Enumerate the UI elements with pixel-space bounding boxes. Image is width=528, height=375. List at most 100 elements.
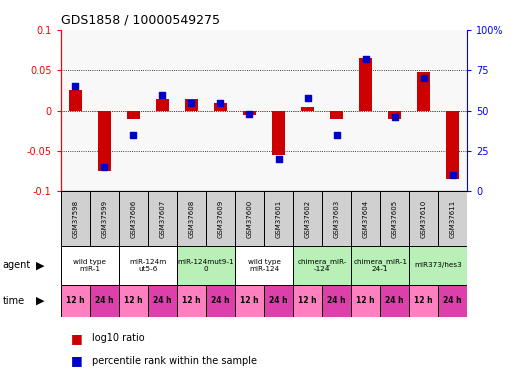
Point (449, 172, 457, 178)
Bar (119, 246, 177, 285)
Bar (235, 285, 264, 317)
Bar (61, 285, 90, 317)
Point (303, 95, 312, 101)
Bar (177, 191, 206, 246)
Text: GSM37611: GSM37611 (450, 200, 456, 238)
Point (129, 132, 137, 138)
Bar (380, 191, 409, 246)
Text: GSM37604: GSM37604 (363, 200, 369, 237)
Point (158, 92, 167, 98)
Bar (301, 106, 314, 111)
Text: 24 h: 24 h (269, 296, 288, 305)
Text: ▶: ▶ (36, 260, 44, 270)
Bar (61, 191, 90, 246)
Bar (119, 191, 148, 246)
Bar (206, 191, 235, 246)
Bar (264, 285, 293, 317)
Text: chimera_miR-1
24-1: chimera_miR-1 24-1 (353, 258, 407, 272)
Text: 24 h: 24 h (444, 296, 462, 305)
Point (391, 114, 399, 120)
Point (216, 100, 225, 106)
Text: 24 h: 24 h (95, 296, 114, 305)
Text: 12 h: 12 h (414, 296, 433, 305)
Text: GSM37603: GSM37603 (334, 200, 340, 238)
Bar (235, 191, 264, 246)
Bar (127, 111, 140, 118)
Bar (330, 111, 343, 118)
Point (420, 75, 428, 81)
Point (71, 84, 80, 90)
Bar (264, 191, 293, 246)
Bar (177, 285, 206, 317)
Bar (119, 285, 148, 317)
Text: 24 h: 24 h (153, 296, 172, 305)
Text: GSM37606: GSM37606 (130, 200, 136, 238)
Bar (148, 191, 177, 246)
Text: 12 h: 12 h (182, 296, 201, 305)
Text: ■: ■ (71, 332, 83, 345)
Text: 24 h: 24 h (211, 296, 230, 305)
Bar (156, 99, 169, 111)
Bar (90, 191, 119, 246)
Text: GDS1858 / 10000549275: GDS1858 / 10000549275 (61, 13, 220, 26)
Bar (243, 111, 256, 115)
Bar (185, 99, 198, 111)
Bar (351, 285, 380, 317)
Text: 24 h: 24 h (327, 296, 346, 305)
Text: GSM37607: GSM37607 (159, 200, 165, 238)
Bar (235, 246, 293, 285)
Bar (438, 285, 467, 317)
Text: 24 h: 24 h (385, 296, 404, 305)
Point (187, 100, 196, 106)
Bar (446, 111, 459, 179)
Bar (438, 191, 467, 246)
Text: ▶: ▶ (36, 296, 44, 306)
Bar (293, 246, 351, 285)
Text: chimera_miR-
-124: chimera_miR- -124 (297, 258, 347, 272)
Bar (409, 246, 467, 285)
Text: GSM37609: GSM37609 (218, 200, 223, 238)
Text: miR-124m
ut5-6: miR-124m ut5-6 (129, 259, 166, 272)
Bar (388, 111, 401, 118)
Text: miR373/hes3: miR373/hes3 (414, 262, 462, 268)
Point (100, 164, 109, 170)
Text: 12 h: 12 h (356, 296, 375, 305)
Text: GSM37610: GSM37610 (421, 200, 427, 238)
Text: GSM37598: GSM37598 (72, 200, 78, 237)
Bar (359, 58, 372, 111)
Bar (61, 246, 119, 285)
Text: time: time (3, 296, 25, 306)
Bar (322, 191, 351, 246)
Text: GSM37605: GSM37605 (392, 200, 398, 237)
Bar (206, 285, 235, 317)
Bar (409, 191, 438, 246)
Bar (380, 285, 409, 317)
Text: percentile rank within the sample: percentile rank within the sample (92, 356, 258, 366)
Text: 12 h: 12 h (298, 296, 317, 305)
Point (333, 132, 341, 138)
Point (275, 156, 283, 162)
Text: GSM37608: GSM37608 (188, 200, 194, 238)
Bar (177, 246, 235, 285)
Bar (69, 90, 82, 111)
Text: wild type
miR-1: wild type miR-1 (73, 259, 106, 272)
Bar (90, 285, 119, 317)
Text: ■: ■ (71, 354, 83, 367)
Bar (417, 72, 430, 111)
Point (361, 56, 370, 62)
Text: wild type
miR-124: wild type miR-124 (248, 259, 280, 272)
Text: log10 ratio: log10 ratio (92, 333, 145, 343)
Bar (148, 285, 177, 317)
Bar (272, 111, 285, 155)
Bar (322, 285, 351, 317)
Text: GSM37601: GSM37601 (276, 200, 281, 238)
Text: 12 h: 12 h (124, 296, 143, 305)
Bar (98, 111, 111, 171)
Text: 12 h: 12 h (240, 296, 259, 305)
Bar (351, 246, 409, 285)
Bar (214, 103, 227, 111)
Text: agent: agent (3, 260, 31, 270)
Bar (409, 285, 438, 317)
Text: miR-124mut9-1
0: miR-124mut9-1 0 (177, 259, 234, 272)
Bar (293, 191, 322, 246)
